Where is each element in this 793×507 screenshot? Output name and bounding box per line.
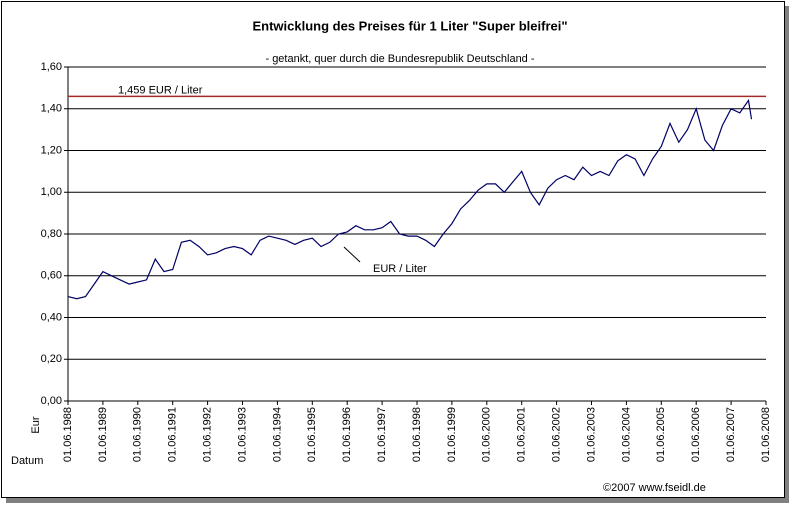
y-tick-label: 0,40 <box>41 311 62 323</box>
x-tick-label: 01.06.2002 <box>551 407 563 462</box>
y-tick-label: 1,20 <box>41 144 62 156</box>
y-tick-label: 1,60 <box>41 61 62 73</box>
y-tick-label: 0,20 <box>41 353 62 365</box>
x-axis-title: Datum <box>11 455 43 467</box>
x-tick-label: 01.06.1998 <box>411 407 423 462</box>
y-tick-label: 1,40 <box>41 103 62 115</box>
y-tick-label: 0,80 <box>41 228 62 240</box>
x-tick-label: 01.06.2004 <box>620 407 632 462</box>
annotation-pointer <box>343 246 361 263</box>
y-axis-title: Eur <box>30 416 42 433</box>
footer: ©2007 www.fseidl.de <box>603 482 706 494</box>
x-tick-label: 01.06.2001 <box>516 407 528 462</box>
x-tick-label: 01.06.1989 <box>97 407 109 462</box>
x-tick-label: 01.06.1995 <box>306 407 318 462</box>
x-tick-label: 01.06.1991 <box>167 407 179 462</box>
frame <box>1 1 785 498</box>
x-tick-label: 01.06.1990 <box>132 407 144 462</box>
x-tick-label: 01.06.2008 <box>760 407 772 462</box>
x-tick-label: 01.06.1994 <box>271 407 283 462</box>
x-tick-label: 01.06.1999 <box>446 407 458 462</box>
x-tick-label: 01.06.2003 <box>585 407 597 462</box>
data-line <box>67 98 753 300</box>
x-tick-label: 01.06.2007 <box>725 407 737 462</box>
y-tick-label: 0,60 <box>41 270 62 282</box>
y-tick-label: 0,00 <box>41 395 62 407</box>
y-tick-label: 1,00 <box>41 186 62 198</box>
series-label: EUR / Liter <box>373 263 427 275</box>
x-tick-label: 01.06.1993 <box>236 407 248 462</box>
x-tick-label: 01.06.2005 <box>655 407 667 462</box>
x-tick-label: 01.06.1997 <box>376 407 388 462</box>
x-tick-label: 01.06.2000 <box>481 407 493 462</box>
x-tick-label: 01.06.2006 <box>690 407 702 462</box>
x-tick-label: 01.06.1988 <box>62 407 74 462</box>
reference-label: 1,459 EUR / Liter <box>118 84 203 96</box>
chart-subtitle: - getankt, quer durch die Bundesrepublik… <box>265 53 534 65</box>
x-tick-label: 01.06.1996 <box>341 407 353 462</box>
chart-title: Entwicklung des Preises für 1 Liter "Sup… <box>252 18 567 33</box>
x-tick-label: 01.06.1992 <box>202 407 214 462</box>
